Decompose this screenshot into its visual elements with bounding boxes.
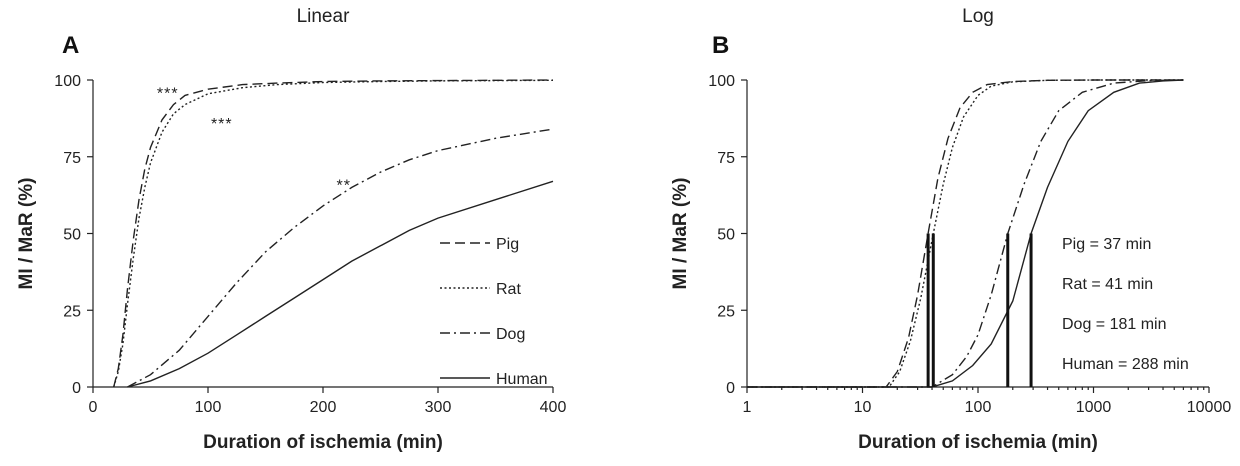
x-tick-label: 200 [310,399,337,416]
panel-letter: B [712,32,729,59]
series-human-line [747,79,1184,388]
panel-title: Linear [297,6,350,27]
y-tick-label: 25 [63,303,81,320]
x-tick-label: 400 [540,399,567,416]
significance-annotation: *** [157,85,179,102]
legend: Pig Rat Dog Human [440,236,548,388]
y-tick-label: 100 [708,73,735,90]
x-tick-label: 1000 [1076,399,1112,416]
panel-title: Log [962,6,994,27]
x-tick-label: 10000 [1187,399,1232,416]
legend-label: Dog [496,326,525,343]
y-tick-label: 75 [717,150,735,167]
series-human-line [127,180,554,388]
half-max-legend-entry: Dog = 181 min [1062,316,1167,333]
legend-label: Human [496,371,548,388]
y-axis-label: MI / MaR (%) [16,178,37,290]
x-axis-label: Duration of ischemia (min) [203,432,443,453]
x-axis-label: Duration of ischemia (min) [858,432,1098,453]
x-tick-label: 100 [195,399,222,416]
significance-annotation: *** [211,116,233,133]
legend-label: Pig [496,236,519,253]
significance-annotation: ** [336,177,350,194]
half-max-legend-entry: Pig = 37 min [1062,236,1151,253]
series-rat-line [113,79,554,388]
y-tick-label: 75 [63,150,81,167]
series-dog-line [747,79,1184,388]
y-axis-label: MI / MaR (%) [670,178,691,290]
series-pig-line [747,79,1184,388]
y-tick-label: 25 [717,303,735,320]
x-tick-label: 0 [89,399,98,416]
x-tick-label: 1 [743,399,752,416]
y-tick-label: 100 [54,73,81,90]
panel-a: Linear A 0 100 200 300 400 0 25 50 75 100 Duration o… [16,6,566,453]
series-pig-line [113,79,554,388]
y-tick-label: 50 [63,227,81,244]
half-max-legend: Pig = 37 min Rat = 41 min Dog = 181 min Hum… [1062,236,1189,373]
series-dog-line [127,128,554,388]
half-max-legend-entry: Human = 288 min [1062,356,1189,373]
half-max-legend-entry: Rat = 41 min [1062,276,1153,293]
legend-label: Rat [496,281,521,298]
panel-b: Log B 1 10 100 1000 10000 0 25 50 75 100 Duration of… [670,6,1231,453]
x-tick-label: 300 [425,399,452,416]
x-tick-label: 100 [965,399,992,416]
x-tick-label: 10 [854,399,872,416]
series-rat-line [747,79,1184,388]
panel-letter: A [62,32,79,59]
y-tick-label: 0 [72,380,81,397]
y-tick-label: 50 [717,227,735,244]
y-tick-label: 0 [726,380,735,397]
